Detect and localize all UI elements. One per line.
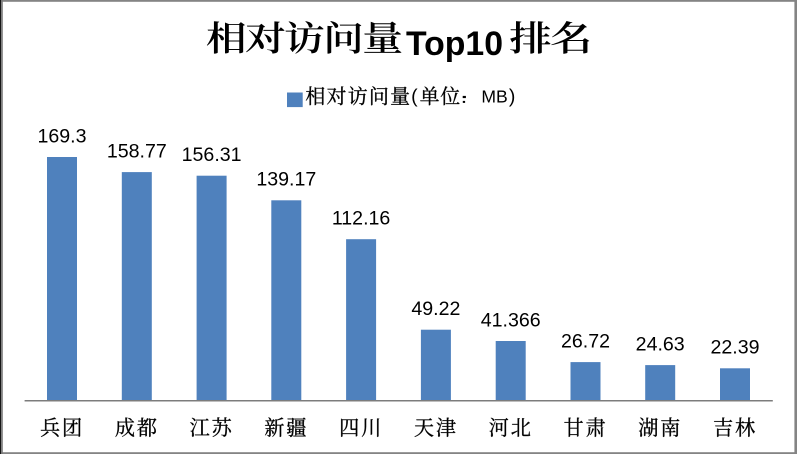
svg-text:MB: MB bbox=[481, 87, 507, 107]
svg-text:Top10: Top10 bbox=[406, 25, 503, 63]
svg-text:22.39: 22.39 bbox=[710, 337, 759, 359]
svg-text:156.31: 156.31 bbox=[182, 144, 242, 166]
svg-text:49.22: 49.22 bbox=[411, 298, 460, 320]
svg-text:24.63: 24.63 bbox=[636, 333, 685, 355]
svg-text:158.77: 158.77 bbox=[107, 140, 167, 162]
svg-text:169.3: 169.3 bbox=[37, 125, 86, 147]
svg-text:26.72: 26.72 bbox=[561, 330, 610, 352]
svg-text:(: ( bbox=[411, 86, 418, 108]
svg-text:): ) bbox=[509, 86, 516, 108]
svg-text:41.366: 41.366 bbox=[481, 309, 541, 331]
svg-text:139.17: 139.17 bbox=[256, 169, 316, 191]
svg-text:112.16: 112.16 bbox=[332, 208, 391, 230]
